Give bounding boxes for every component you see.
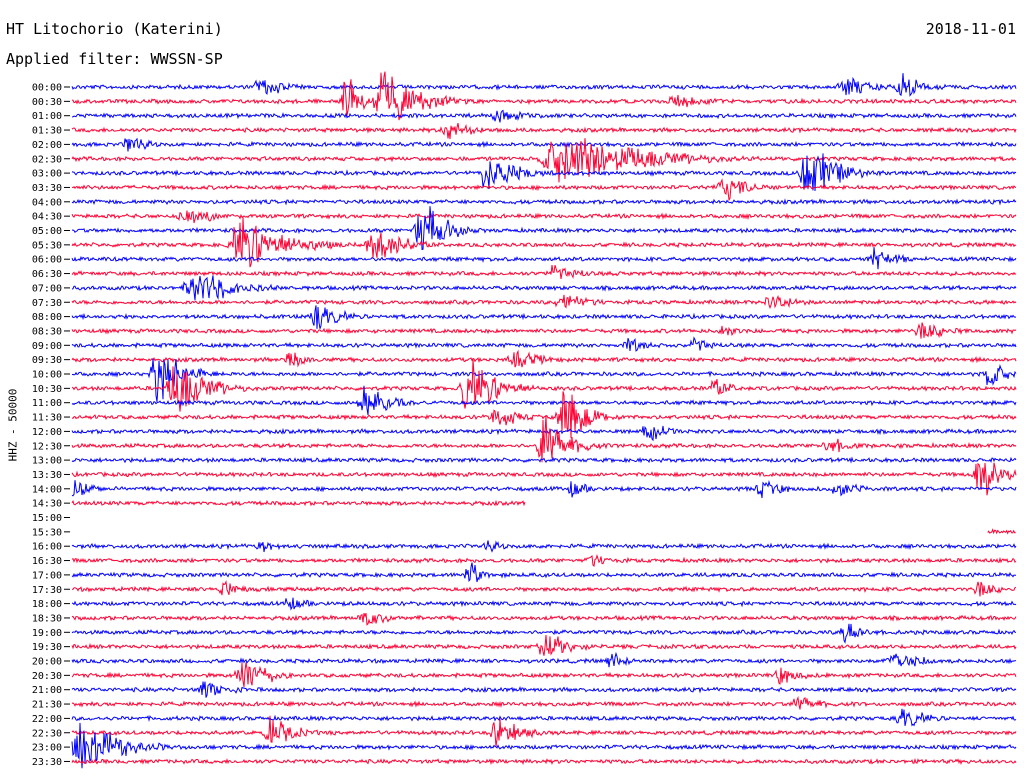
time-tick-label: 00:30 [32, 97, 62, 108]
time-tick-label: 04:30 [32, 212, 62, 223]
time-tick-label: 07:00 [32, 283, 62, 294]
trace-line [71, 137, 1017, 152]
trace-line [71, 662, 1017, 688]
trace-line [71, 358, 1017, 402]
trace-line [71, 462, 1017, 496]
time-tick-label: 09:00 [32, 341, 62, 352]
trace-line [71, 122, 1017, 140]
trace-line [71, 757, 1017, 766]
trace-line [71, 579, 1017, 597]
trace-line [71, 479, 1017, 499]
trace-line [71, 138, 1017, 183]
trace-line [71, 198, 1017, 206]
time-tick-label: 05:30 [32, 240, 62, 251]
time-tick-label: 17:30 [32, 585, 62, 596]
trace-line [71, 71, 1017, 121]
time-tick-label: 07:30 [32, 298, 62, 309]
trace-line [71, 349, 1017, 368]
time-tick-label: 03:30 [32, 183, 62, 194]
trace-line [71, 562, 1017, 583]
trace-line [71, 336, 1017, 352]
time-tick-label: 19:30 [32, 642, 62, 653]
time-tick-label: 14:30 [32, 499, 62, 510]
record-date: 2018-11-01 [925, 20, 1016, 38]
time-tick-label: 00:00 [32, 83, 62, 94]
trace-line [71, 294, 1017, 310]
time-tick-label: 02:30 [32, 154, 62, 165]
trace-line [987, 528, 1016, 535]
time-tick-label: 17:00 [32, 570, 62, 581]
trace-line [71, 651, 1017, 668]
trace-line [71, 695, 1017, 710]
time-tick-label: 20:30 [32, 671, 62, 682]
trace-line [71, 391, 1017, 439]
trace-line [71, 456, 1017, 464]
trace-line [71, 414, 1017, 463]
trace-line [71, 715, 1017, 747]
time-tick-label: 15:30 [32, 527, 62, 538]
trace-line [71, 305, 1017, 329]
trace-line [71, 540, 1017, 553]
trace-line [71, 322, 1017, 339]
trace-line [71, 385, 1017, 415]
time-tick-label: 03:00 [32, 169, 62, 180]
time-tick-label: 20:00 [32, 657, 62, 668]
time-tick-label: 06:00 [32, 255, 62, 266]
time-tick-label: 21:30 [32, 700, 62, 711]
time-tick-label: 02:00 [32, 140, 62, 151]
trace-line [71, 210, 1017, 224]
time-tick-label: 15:00 [32, 513, 62, 524]
trace-line [71, 265, 1017, 279]
time-tick-label: 01:30 [32, 126, 62, 137]
station-title: HT Litochorio (Katerini) [6, 20, 223, 38]
time-tick-label: 04:00 [32, 197, 62, 208]
trace-line [71, 554, 1017, 567]
trace-line [71, 623, 1017, 644]
trace-line [71, 499, 526, 507]
time-tick-label: 19:00 [32, 628, 62, 639]
time-tick-label: 14:00 [32, 484, 62, 495]
time-tick-label: 18:30 [32, 613, 62, 624]
time-tick-label: 09:30 [32, 355, 62, 366]
time-tick-label: 22:30 [32, 728, 62, 739]
trace-line [71, 73, 1017, 97]
time-tick-label: 05:00 [32, 226, 62, 237]
trace-line [71, 178, 1017, 202]
trace-line [71, 247, 1017, 270]
time-tick-label: 08:30 [32, 326, 62, 337]
time-tick-label: 10:00 [32, 370, 62, 381]
time-tick-label: 22:00 [32, 714, 62, 725]
trace-line [71, 708, 1017, 727]
trace-line [71, 359, 1017, 412]
time-tick-label: 23:30 [32, 757, 62, 768]
time-tick-label: 13:00 [32, 456, 62, 467]
trace-line [71, 597, 1017, 611]
trace-line [71, 612, 1017, 626]
time-tick-label: 18:00 [32, 599, 62, 610]
time-tick-label: 06:30 [32, 269, 62, 280]
time-tick-label: 16:30 [32, 556, 62, 567]
trace-line [71, 275, 1017, 301]
time-tick-label: 12:30 [32, 441, 62, 452]
trace-line [71, 216, 1017, 268]
time-tick-label: 11:00 [32, 398, 62, 409]
trace-line [71, 109, 1017, 123]
time-tick-label: 10:30 [32, 384, 62, 395]
trace-line [71, 153, 1017, 192]
time-tick-label: 21:00 [32, 685, 62, 696]
time-tick-label: 23:00 [32, 743, 62, 754]
trace-line [71, 681, 1017, 698]
time-tick-label: 16:00 [32, 542, 62, 553]
time-tick-label: 12:00 [32, 427, 62, 438]
trace-line [71, 722, 1017, 769]
time-tick-label: 11:30 [32, 413, 62, 424]
trace-line [71, 206, 1017, 250]
time-tick-label: 01:00 [32, 111, 62, 122]
trace-line [71, 634, 1017, 656]
time-tick-label: 08:00 [32, 312, 62, 323]
time-tick-label: 13:30 [32, 470, 62, 481]
filter-label: Applied filter: WWSSN-SP [6, 50, 223, 68]
trace-line [71, 425, 1017, 442]
